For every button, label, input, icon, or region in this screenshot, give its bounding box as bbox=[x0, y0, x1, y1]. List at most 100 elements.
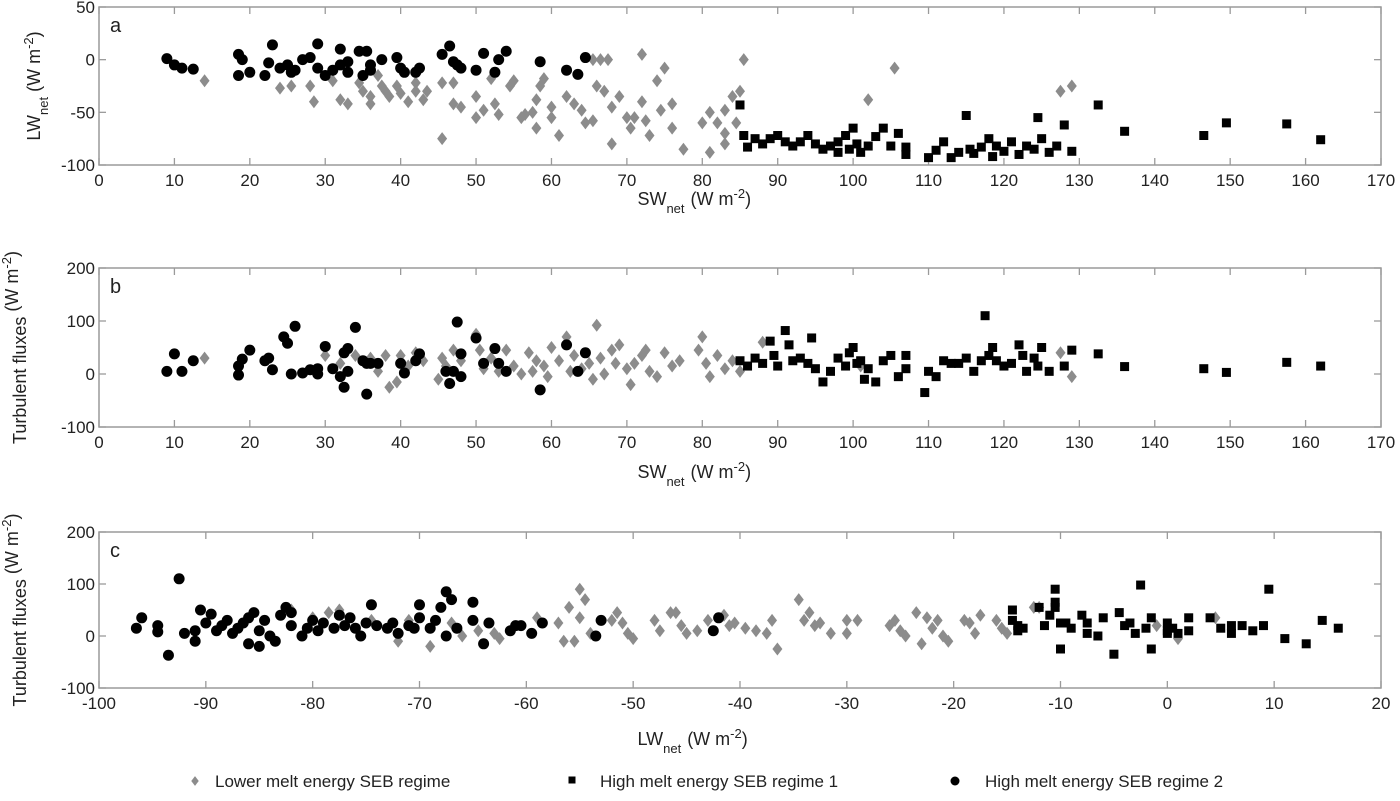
lower-regime-point bbox=[437, 76, 448, 90]
lower-regime-point bbox=[719, 362, 730, 376]
lower-regime-point bbox=[863, 93, 874, 107]
x-axis-label-base: SW bbox=[637, 462, 666, 482]
regime2-point bbox=[444, 40, 456, 52]
regime1-point bbox=[833, 147, 843, 157]
lower-regime-point bbox=[704, 370, 715, 384]
regime1-point bbox=[1014, 340, 1024, 350]
regime2-point bbox=[253, 640, 265, 652]
regime2-point bbox=[451, 316, 463, 328]
regime2-point bbox=[285, 620, 297, 632]
regime1-point bbox=[769, 350, 779, 360]
x-tick-label: 140 bbox=[1141, 433, 1169, 452]
regime2-point bbox=[392, 627, 404, 639]
lower-regime-point bbox=[932, 613, 943, 627]
lower-regime-point bbox=[697, 116, 708, 130]
regime2-point bbox=[189, 625, 201, 637]
y-axis-label-unit: (W m bbox=[2, 531, 22, 574]
lower-regime-point bbox=[621, 111, 632, 125]
y-tick-label: 0 bbox=[86, 51, 95, 70]
regime1-point bbox=[1050, 602, 1060, 612]
x-tick-label: 0 bbox=[94, 433, 103, 452]
regime2-point bbox=[398, 367, 410, 379]
regime2-point bbox=[713, 612, 725, 624]
lower-regime-point bbox=[606, 137, 617, 151]
regime1-point bbox=[788, 356, 798, 366]
lower-regime-point bbox=[1066, 370, 1077, 384]
lower-regime-point bbox=[1151, 619, 1162, 633]
lower-regime-point bbox=[692, 624, 703, 638]
lower-regime-point bbox=[727, 354, 738, 368]
series-square bbox=[735, 311, 1326, 398]
legend-square-marker bbox=[568, 776, 576, 784]
regime1-point bbox=[1184, 626, 1194, 636]
lower-regime-point bbox=[712, 116, 723, 130]
regime1-point bbox=[1098, 613, 1108, 623]
regime2-point bbox=[440, 365, 452, 377]
regime2-point bbox=[355, 630, 367, 642]
lower-regime-point bbox=[286, 79, 297, 93]
series-square bbox=[1007, 580, 1343, 659]
regime1-point bbox=[852, 139, 862, 149]
regime1-point bbox=[735, 100, 745, 110]
y-axis-label-base: Turbulent fluxes bbox=[10, 317, 30, 444]
regime2-point bbox=[312, 62, 324, 74]
regime2-point bbox=[328, 622, 340, 634]
lower-regime-point bbox=[365, 90, 376, 104]
x-axis-label-sup: -2 bbox=[730, 726, 742, 741]
regime2-point bbox=[285, 607, 297, 619]
regime2-point bbox=[136, 612, 148, 624]
regime2-point bbox=[233, 369, 245, 381]
lower-regime-point bbox=[617, 616, 628, 630]
regime1-point bbox=[984, 350, 994, 360]
lower-regime-point bbox=[889, 61, 900, 75]
lower-regime-point bbox=[599, 84, 610, 98]
regime2-point bbox=[579, 347, 591, 359]
x-tick-label: 60 bbox=[542, 171, 561, 190]
lower-regime-point bbox=[391, 375, 402, 389]
regime1-point bbox=[1059, 120, 1069, 130]
regime2-point bbox=[435, 601, 447, 613]
regime2-point bbox=[317, 617, 329, 629]
x-tick-label: -40 bbox=[728, 694, 753, 713]
regime2-point bbox=[312, 625, 324, 637]
regime1-point bbox=[1059, 361, 1069, 371]
panel-letter: c bbox=[110, 540, 120, 562]
x-tick-label: 90 bbox=[768, 171, 787, 190]
lower-regime-point bbox=[681, 626, 692, 640]
regime2-point bbox=[371, 620, 383, 632]
x-tick-label: 0 bbox=[94, 171, 103, 190]
regime2-point bbox=[289, 320, 301, 332]
lower-regime-point bbox=[815, 616, 826, 630]
regime2-point bbox=[339, 620, 351, 632]
x-tick-label: 140 bbox=[1141, 171, 1169, 190]
lower-regime-point bbox=[629, 111, 640, 125]
lower-regime-point bbox=[527, 105, 538, 119]
lower-regime-point bbox=[825, 626, 836, 640]
regime2-point bbox=[161, 53, 173, 65]
regime1-point bbox=[893, 128, 903, 138]
lower-regime-point bbox=[793, 593, 804, 607]
lower-regime-point bbox=[970, 626, 981, 640]
regime1-point bbox=[946, 358, 956, 368]
regime2-point bbox=[440, 586, 452, 598]
regime2-point bbox=[263, 352, 275, 364]
x-axis-label-sup: -2 bbox=[734, 186, 746, 201]
regime1-point bbox=[1146, 644, 1156, 654]
regime1-point bbox=[991, 356, 1001, 366]
y-tick-label: -100 bbox=[61, 418, 95, 437]
lower-regime-point bbox=[727, 90, 738, 104]
lower-regime-point bbox=[587, 114, 598, 128]
regime1-point bbox=[976, 142, 986, 152]
regime1-point bbox=[961, 353, 971, 363]
lower-regime-point bbox=[418, 93, 429, 107]
lower-regime-point bbox=[697, 330, 708, 344]
lower-regime-point bbox=[199, 74, 210, 88]
regime2-point bbox=[478, 638, 490, 650]
lower-regime-point bbox=[735, 84, 745, 98]
lower-regime-point bbox=[665, 606, 676, 620]
regime1-point bbox=[856, 356, 866, 366]
x-axis-label-base: SW bbox=[637, 189, 666, 209]
lower-regime-point bbox=[422, 84, 433, 98]
regime1-point bbox=[878, 356, 888, 366]
